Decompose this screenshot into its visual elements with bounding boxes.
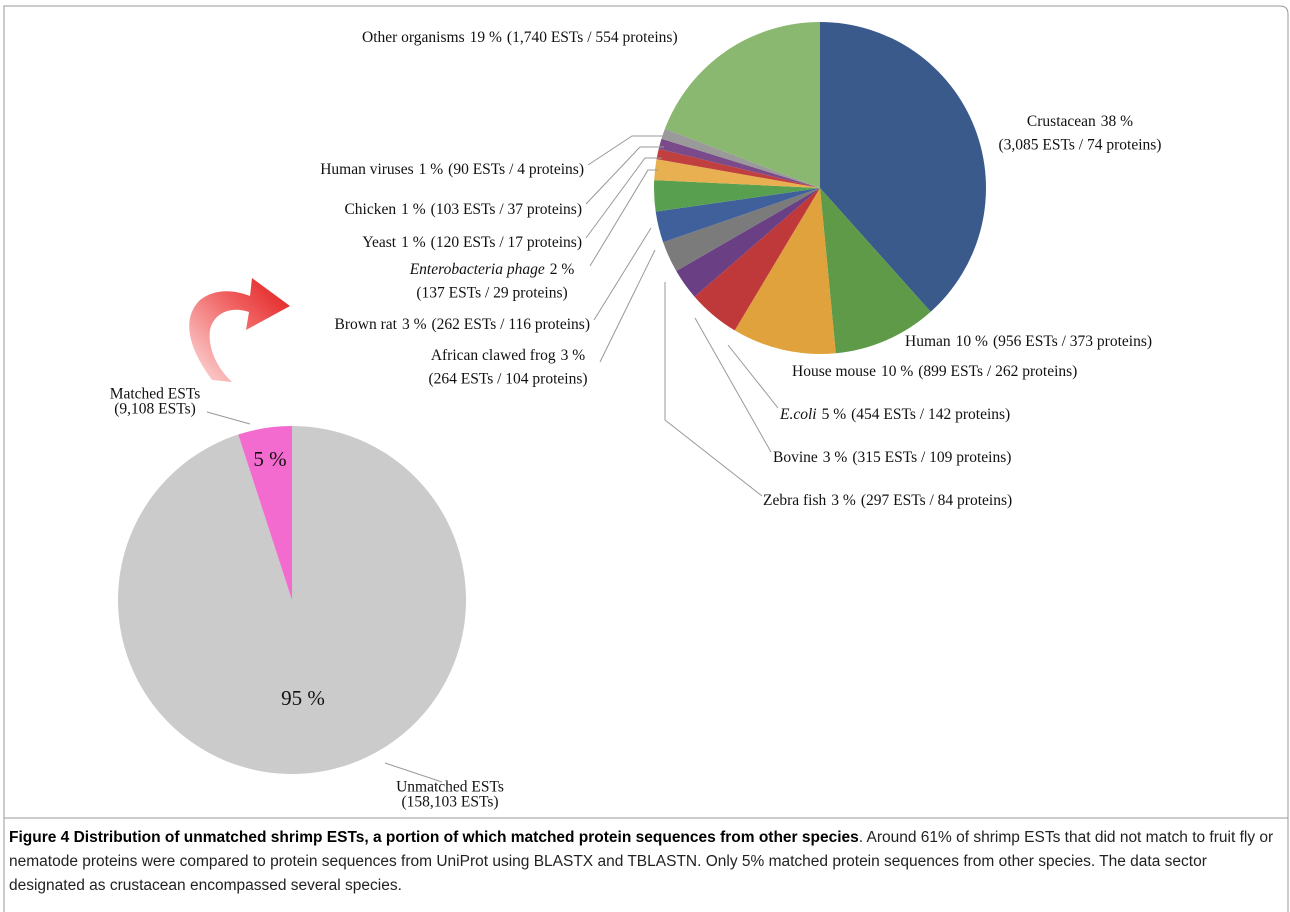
value-label: 10 % xyxy=(956,333,988,350)
slice-label: Chicken 1 % (103 ESTs / 37 proteins) xyxy=(344,201,582,218)
slice-label: Brown rat 3 % (262 ESTs / 116 proteins) xyxy=(335,316,590,333)
detail-label: (120 ESTs / 17 proteins) xyxy=(431,234,582,251)
value-label: 5 % xyxy=(253,447,286,471)
caption-title: Figure 4 Distribution of unmatched shrim… xyxy=(9,829,859,846)
arrow xyxy=(189,278,290,382)
category-label: Other organisms xyxy=(362,29,465,46)
slice-label: Human viruses 1 % (90 ESTs / 4 proteins) xyxy=(320,161,584,178)
value-label: 5 % xyxy=(822,406,847,423)
leader-line xyxy=(384,762,443,783)
slice-label: African clawed frog 3 % xyxy=(431,347,585,364)
category-label: Chicken xyxy=(344,201,396,218)
detail-label: (315 ESTs / 109 proteins) xyxy=(852,449,1011,466)
category-label: Brown rat xyxy=(335,316,398,333)
leader-line xyxy=(585,157,662,239)
pie-slice xyxy=(658,138,820,188)
leader-line xyxy=(727,344,779,409)
detail-label: (137 ESTs / 29 proteins) xyxy=(416,285,567,302)
caption: Figure 4 Distribution of unmatched shrim… xyxy=(9,826,1281,898)
slice-label: E.coli 5 % (454 ESTs / 142 proteins) xyxy=(779,406,1010,423)
detail-label: (3,085 ESTs / 74 proteins) xyxy=(999,137,1162,154)
leader-line xyxy=(593,227,652,321)
value-label: 3 % xyxy=(402,316,427,333)
caption-text: . Around 61% of shrimp ESTs that did not… xyxy=(9,829,1274,894)
value-label: 38 % xyxy=(1101,113,1133,130)
pie-slice xyxy=(654,159,820,188)
detail-label: (9,108 ESTs) xyxy=(114,401,196,418)
slice-label: Yeast 1 % (120 ESTs / 17 proteins) xyxy=(362,234,582,251)
slice-label: Crustacean 38 % xyxy=(1027,113,1133,130)
pie-slice xyxy=(655,188,820,243)
slice-label: Enterobacteria phage 2 % xyxy=(409,261,575,278)
category-label: Enterobacteria phage xyxy=(409,261,545,278)
pie-slice xyxy=(820,22,986,312)
category-label: Unmatched ESTs xyxy=(396,779,504,796)
pie-slice xyxy=(654,180,820,212)
pie-slice xyxy=(734,188,836,354)
pie-slice xyxy=(238,426,292,600)
detail-label: (103 ESTs / 37 proteins) xyxy=(431,201,582,218)
category-label: Matched ESTs xyxy=(110,386,201,403)
category-label: House mouse xyxy=(792,363,876,380)
detail-label: (158,103 ESTs) xyxy=(401,794,498,811)
detail-label: (899 ESTs / 262 proteins) xyxy=(918,363,1077,380)
pie-slice xyxy=(656,148,820,188)
category-label: Zebra fish xyxy=(763,492,827,509)
slice-label: House mouse 10 % (899 ESTs / 262 proteins) xyxy=(792,363,1077,380)
detail-label: (90 ESTs / 4 proteins) xyxy=(448,161,584,178)
slice-label: Zebra fish 3 % (297 ESTs / 84 proteins) xyxy=(763,492,1012,509)
leader-line xyxy=(599,249,656,363)
slice-label: Other organisms 19 % (1,740 ESTs / 554 pro… xyxy=(362,29,678,46)
value-label: 3 % xyxy=(831,492,856,509)
detail-label: (264 ESTs / 104 proteins) xyxy=(428,371,587,388)
frame xyxy=(3,5,1289,912)
value-label: 10 % xyxy=(881,363,913,380)
category-label: African clawed frog xyxy=(431,347,556,364)
value-label: 1 % xyxy=(419,161,444,178)
category-label: Crustacean xyxy=(1027,113,1096,130)
pie-slice xyxy=(663,188,820,271)
value-label: 1 % xyxy=(401,234,426,251)
slice-label: Bovine 3 % (315 ESTs / 109 proteins) xyxy=(773,449,1011,466)
value-label: 2 % xyxy=(550,261,575,278)
pie-slice xyxy=(694,188,820,331)
leader-line xyxy=(206,411,251,425)
leader-line xyxy=(589,169,658,267)
leader-line xyxy=(585,146,664,205)
detail-label: (297 ESTs / 84 proteins) xyxy=(861,492,1012,509)
leader-line xyxy=(694,317,772,453)
slice-label: Human 10 % (956 ESTs / 373 proteins) xyxy=(905,333,1152,350)
value-label: 95 % xyxy=(281,686,325,710)
detail-label: (454 ESTs / 142 proteins) xyxy=(851,406,1010,423)
detail-label: (956 ESTs / 373 proteins) xyxy=(993,333,1152,350)
category-label: Bovine xyxy=(773,449,818,466)
category-label: Human viruses xyxy=(320,161,413,178)
value-label: 1 % xyxy=(401,201,426,218)
pie-slice xyxy=(676,188,820,297)
detail-label: (262 ESTs / 116 proteins) xyxy=(432,316,591,333)
pie-slice xyxy=(661,128,820,188)
leader-line xyxy=(664,282,763,497)
value-label: 3 % xyxy=(561,347,586,364)
pie-slice xyxy=(664,22,820,188)
leader-line xyxy=(587,135,666,166)
pie-slice xyxy=(820,188,931,354)
value-label: 3 % xyxy=(823,449,848,466)
category-label: Yeast xyxy=(362,234,396,251)
category-label: Human xyxy=(905,333,951,350)
detail-label: (1,740 ESTs / 554 proteins) xyxy=(507,29,678,46)
value-label: 19 % xyxy=(470,29,502,46)
category-label: E.coli xyxy=(779,406,817,423)
